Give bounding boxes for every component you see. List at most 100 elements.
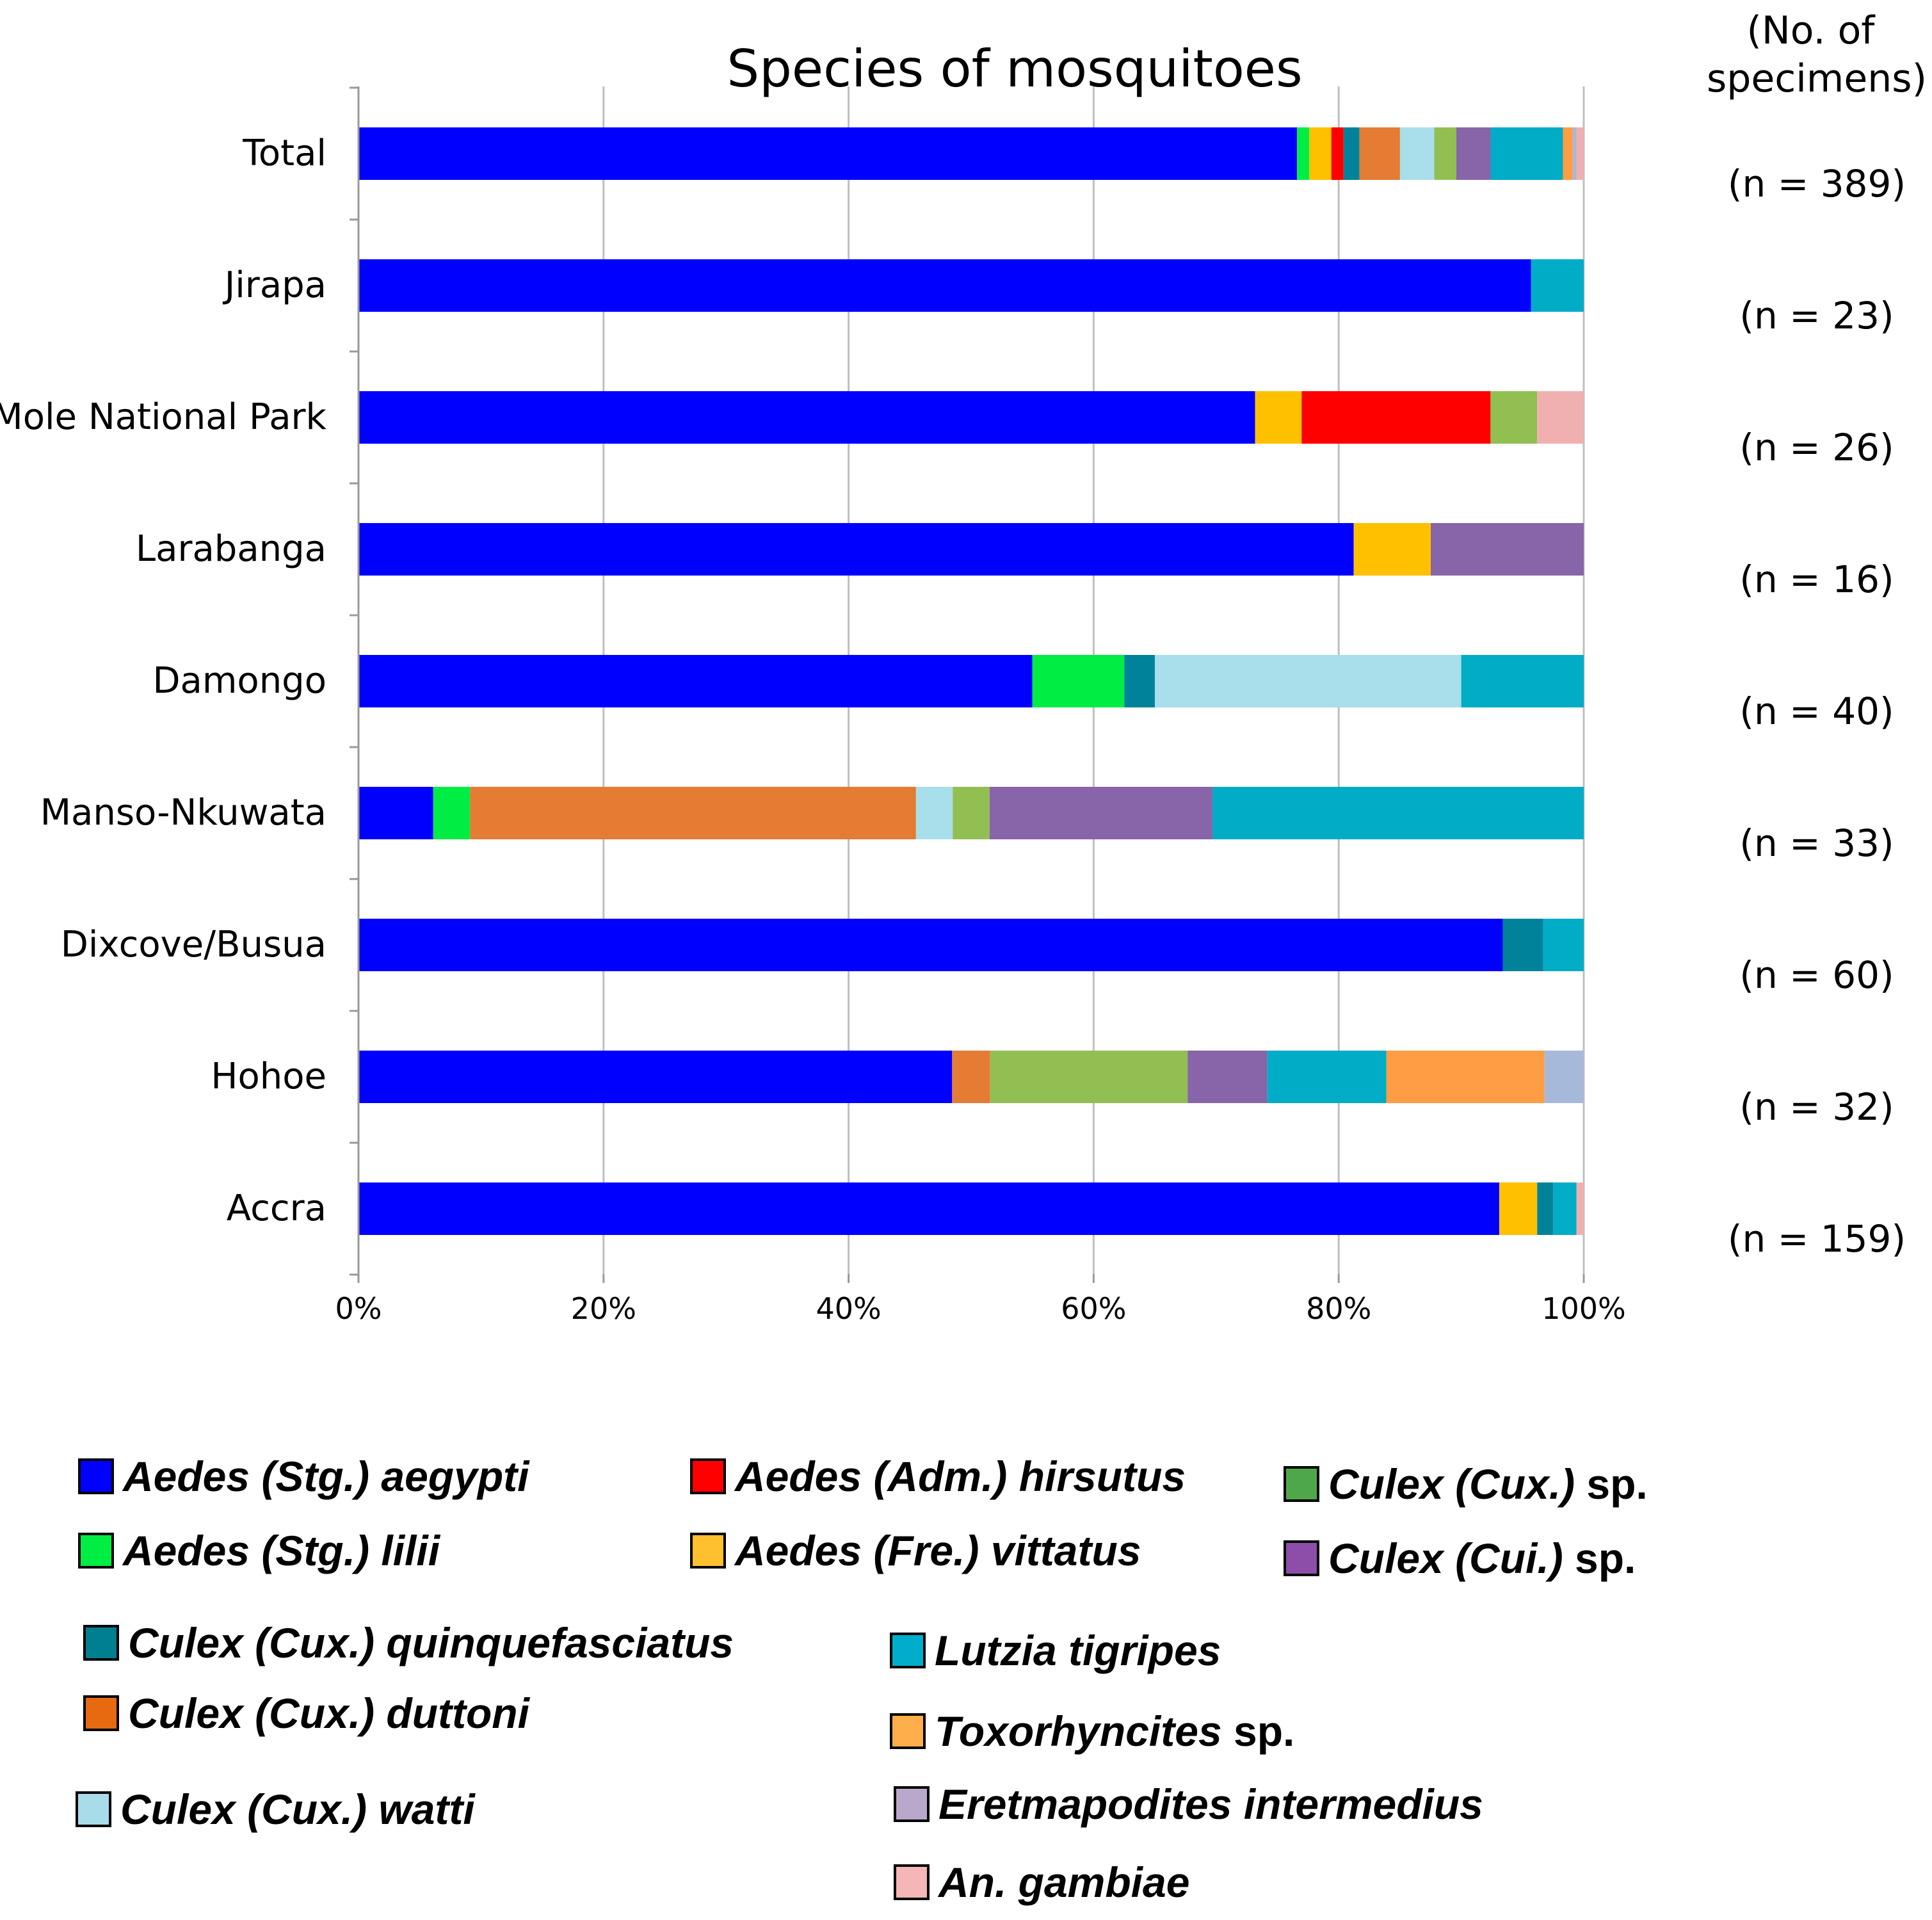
bar-segment bbox=[1187, 1051, 1268, 1103]
legend-label: Culex (Cux.) sp. bbox=[1328, 1460, 1648, 1508]
bar-segment bbox=[1531, 259, 1584, 312]
bar-segment bbox=[358, 523, 1354, 576]
legend-label: Aedes (Stg.) aegypti bbox=[123, 1453, 529, 1500]
bar-segment bbox=[1502, 919, 1543, 971]
bar-segment bbox=[1576, 127, 1584, 180]
specimens-header: (No. of specimens) bbox=[1707, 8, 1927, 101]
bar-segment bbox=[1155, 655, 1461, 707]
bar-segment bbox=[952, 1051, 990, 1103]
bar-segment bbox=[1563, 127, 1573, 180]
legend-label: Toxorhyncites sp. bbox=[935, 1707, 1295, 1755]
bar-segment bbox=[1572, 127, 1577, 180]
legend-swatch bbox=[78, 1458, 114, 1494]
bars bbox=[358, 127, 1584, 1235]
category-label: Damongo bbox=[152, 660, 326, 702]
legend-label: An. gambiae bbox=[938, 1859, 1190, 1906]
legend-swatch bbox=[894, 1786, 930, 1822]
specimen-count: (n = 16) bbox=[1739, 558, 1894, 601]
x-tick-label: 80% bbox=[1306, 1291, 1371, 1326]
x-tick-label: 100% bbox=[1542, 1291, 1626, 1326]
category-labels: Total Jirapa Mole National Park Larabanga Da… bbox=[0, 133, 327, 1229]
bar-segment bbox=[1331, 127, 1344, 180]
legend-swatch bbox=[690, 1533, 726, 1569]
bar-segment bbox=[1544, 1051, 1584, 1103]
bar-segment bbox=[989, 787, 1213, 839]
x-tick-label: 40% bbox=[816, 1291, 881, 1326]
legend-item: Eretmapodites intermedius bbox=[894, 1780, 1483, 1828]
category-label: Hohoe bbox=[211, 1056, 326, 1097]
specimen-count: (n = 389) bbox=[1728, 162, 1906, 206]
category-label: Mole National Park bbox=[0, 396, 327, 438]
legend-label: Culex (Cux.) quinquefasciatus bbox=[128, 1619, 734, 1666]
bar-segment bbox=[1434, 127, 1456, 180]
legend-swatch bbox=[78, 1533, 114, 1569]
category-label: Manso-Nkuwata bbox=[40, 792, 326, 834]
specimen-count: (n = 60) bbox=[1739, 953, 1894, 997]
specimen-count: (n = 40) bbox=[1739, 690, 1894, 733]
legend-label: Culex (Cui.) sp. bbox=[1328, 1535, 1636, 1582]
bar-segment bbox=[470, 787, 916, 839]
legend-swatch bbox=[890, 1713, 926, 1749]
legend-item: Culex (Cux.) watti bbox=[76, 1785, 475, 1834]
legend-item: An. gambiae bbox=[894, 1858, 1189, 1907]
bar-segment bbox=[1386, 1051, 1545, 1103]
bar-segment bbox=[1456, 127, 1491, 180]
specimen-count: (n = 32) bbox=[1739, 1085, 1894, 1129]
bar-segment bbox=[1490, 391, 1538, 444]
bar-segment bbox=[358, 787, 433, 839]
legend-swatch bbox=[894, 1864, 930, 1900]
category-label: Dixcove/Busua bbox=[61, 924, 326, 965]
legend-label: Aedes (Stg.) lilii bbox=[123, 1527, 440, 1574]
bar-segment bbox=[1343, 127, 1360, 180]
category-label: Accra bbox=[227, 1188, 326, 1229]
bar-segment bbox=[1576, 1182, 1584, 1235]
bar-segment bbox=[358, 919, 1503, 971]
bar-segment bbox=[1255, 391, 1302, 444]
bar-segment bbox=[1032, 655, 1125, 707]
bar-segment bbox=[1543, 919, 1584, 971]
bar-segment bbox=[358, 1051, 953, 1103]
bar-segment bbox=[990, 1051, 1188, 1103]
specimen-count: (n = 26) bbox=[1739, 426, 1894, 469]
bar-segment bbox=[1297, 127, 1310, 180]
legend-label: Culex (Cux.) duttoni bbox=[128, 1690, 529, 1737]
axes bbox=[350, 86, 1585, 1283]
bar-segment bbox=[1309, 127, 1332, 180]
legend-swatch bbox=[1284, 1466, 1319, 1502]
bar-segment bbox=[1124, 655, 1155, 707]
legend-item: Aedes (Stg.) aegypti bbox=[78, 1452, 529, 1501]
legend-label: Eretmapodites intermedius bbox=[938, 1780, 1483, 1828]
category-label: Jirapa bbox=[223, 264, 326, 306]
bar-segment bbox=[1359, 127, 1400, 180]
legend-item: Aedes (Adm.) hirsutus bbox=[690, 1452, 1186, 1501]
legend-item: Aedes (Stg.) lilii bbox=[78, 1526, 440, 1575]
legend-item: Culex (Cux.) sp. bbox=[1284, 1460, 1648, 1508]
bar-segment bbox=[1430, 523, 1584, 576]
legend-swatch bbox=[690, 1458, 726, 1494]
specimen-count: (n = 33) bbox=[1739, 821, 1894, 865]
legend-label: Lutzia tigripes bbox=[935, 1627, 1221, 1674]
bar-segment bbox=[1461, 655, 1584, 707]
bar-segment bbox=[1537, 1182, 1554, 1235]
chart-title: Species of mosquitoes bbox=[727, 39, 1302, 99]
category-label: Total bbox=[242, 133, 326, 174]
bar-segment bbox=[953, 787, 990, 839]
legend-item: Culex (Cui.) sp. bbox=[1284, 1534, 1636, 1583]
legend-item: Culex (Cux.) quinquefasciatus bbox=[83, 1618, 734, 1667]
x-tick-label: 0% bbox=[335, 1291, 382, 1326]
bar-segment bbox=[1353, 523, 1431, 576]
legend-swatch bbox=[76, 1791, 111, 1827]
legend-label: Culex (Cux.) watti bbox=[120, 1786, 475, 1833]
bar-segment bbox=[1212, 787, 1584, 839]
bar-segment bbox=[358, 391, 1255, 444]
legend-item: Culex (Cux.) duttoni bbox=[83, 1689, 529, 1738]
bar-segment bbox=[1267, 1051, 1387, 1103]
specimen-count: (n = 159) bbox=[1728, 1217, 1906, 1261]
bar-segment bbox=[358, 259, 1531, 312]
bar-segment bbox=[358, 1182, 1499, 1235]
legend-swatch bbox=[83, 1695, 119, 1731]
legend-swatch bbox=[83, 1625, 119, 1661]
legend-swatch bbox=[890, 1633, 926, 1668]
legend-item: Lutzia tigripes bbox=[890, 1626, 1221, 1675]
